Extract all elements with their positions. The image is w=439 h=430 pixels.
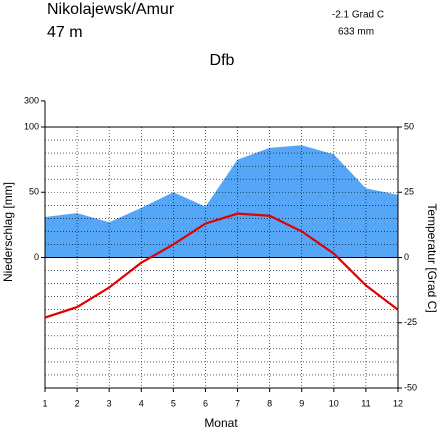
x-tick-label: 10 <box>329 398 339 408</box>
y-tick-label: 100 <box>24 121 39 131</box>
y-tick-label: 300 <box>24 95 39 105</box>
climate-class: Dfb <box>210 52 235 69</box>
x-tick-label: 6 <box>203 398 208 408</box>
y-axis-label: Niederschlag [mm] <box>1 182 15 282</box>
x-tick-label: 3 <box>107 398 112 408</box>
x-tick-label: 11 <box>361 398 370 408</box>
y-tick-label: 0 <box>34 252 39 262</box>
y2-tick-label: 0 <box>404 252 409 262</box>
y2-tick-label: -25 <box>404 317 417 327</box>
chart-subtitle: 47 m <box>47 24 83 41</box>
x-axis-label: Monat <box>204 416 238 430</box>
x-tick-label: 4 <box>139 398 144 408</box>
annual-precipitation: 633 mm <box>338 27 374 38</box>
chart-title: Nikolajewsk/Amur <box>47 1 175 18</box>
x-tick-label: 9 <box>299 398 304 408</box>
y2-tick-label: 50 <box>404 121 414 131</box>
annual-temperature: -2.1 Grad C <box>332 10 384 21</box>
x-tick-label: 2 <box>75 398 80 408</box>
x-tick-label: 1 <box>42 398 47 408</box>
y-tick-label: 50 <box>29 187 39 197</box>
x-tick-label: 7 <box>235 398 240 408</box>
x-tick-label: 8 <box>267 398 272 408</box>
precipitation-area <box>45 145 398 258</box>
y2-axis-label: Temperatur [Grad C] <box>425 203 439 312</box>
y2-tick-label: 25 <box>404 187 414 197</box>
x-tick-label: 12 <box>393 398 403 408</box>
y2-tick-label: -50 <box>404 382 417 392</box>
temperature-line <box>44 212 399 319</box>
x-tick-label: 5 <box>171 398 176 408</box>
